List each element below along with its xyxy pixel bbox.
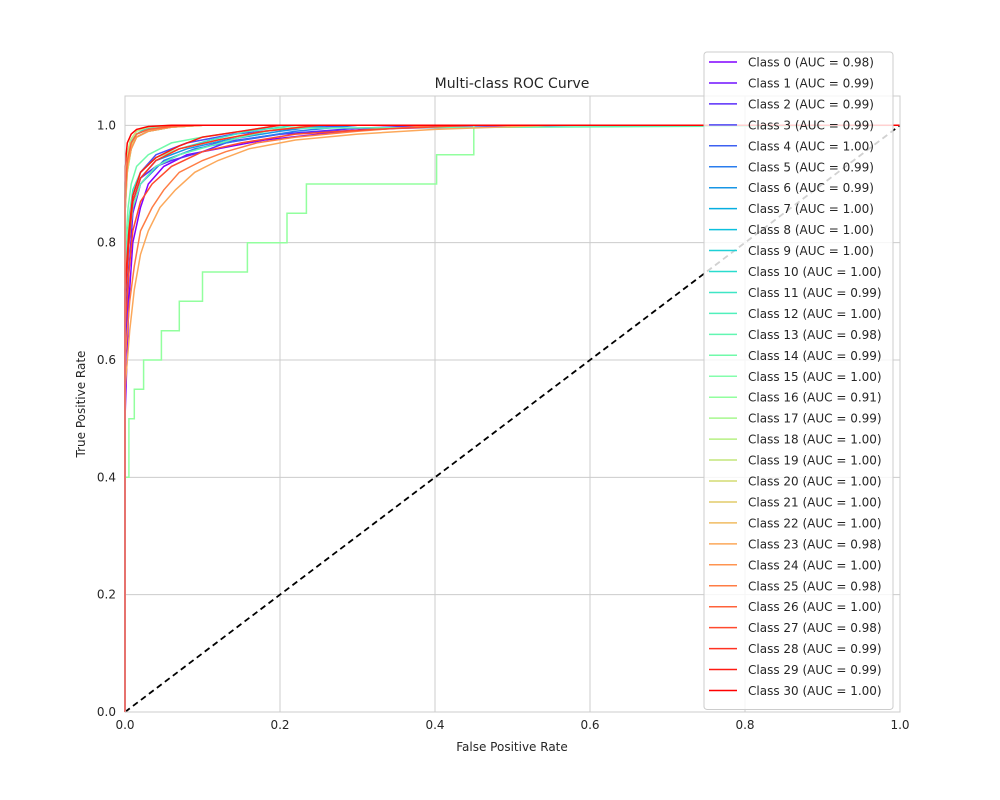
legend-label: Class 18 (AUC = 1.00)	[748, 433, 882, 447]
legend-label: Class 12 (AUC = 1.00)	[748, 307, 882, 321]
y-tick-label: 0.4	[97, 470, 116, 484]
x-tick-label: 0.8	[735, 718, 754, 732]
legend-label: Class 5 (AUC = 0.99)	[748, 160, 874, 174]
y-tick-label: 0.8	[97, 236, 116, 250]
x-ticks: 0.0 0.2 0.4 0.6 0.8 1.0	[115, 718, 909, 732]
y-axis-label: True Positive Rate	[74, 351, 88, 459]
legend-label: Class 15 (AUC = 1.00)	[748, 370, 882, 384]
legend-label: Class 11 (AUC = 0.99)	[748, 286, 882, 300]
x-tick-label: 0.0	[115, 718, 134, 732]
legend-label: Class 10 (AUC = 1.00)	[748, 265, 882, 279]
legend-label: Class 8 (AUC = 1.00)	[748, 223, 874, 237]
roc-curve-class-27	[124, 124, 900, 712]
y-tick-label: 0.6	[97, 353, 116, 367]
roc-curve-class-25	[124, 124, 900, 712]
legend-label: Class 26 (AUC = 1.00)	[748, 600, 882, 614]
legend-label: Class 6 (AUC = 0.99)	[748, 181, 874, 195]
legend-label: Class 1 (AUC = 0.99)	[748, 76, 874, 90]
legend-label: Class 16 (AUC = 0.91)	[748, 391, 882, 405]
plot-frame	[124, 95, 901, 713]
legend-label: Class 7 (AUC = 1.00)	[748, 202, 874, 216]
legend-box	[703, 51, 894, 710]
y-tick-label: 0.0	[97, 705, 116, 719]
y-ticks: 0.0 0.2 0.4 0.6 0.8 1.0	[97, 118, 116, 719]
y-tick-label: 1.0	[97, 118, 116, 132]
x-tick-label: 0.2	[270, 718, 289, 732]
roc-curve-class-23	[124, 124, 900, 712]
legend-label: Class 0 (AUC = 0.98)	[748, 56, 874, 70]
legend-label: Class 2 (AUC = 0.99)	[748, 97, 874, 111]
legend-label: Class 21 (AUC = 1.00)	[748, 495, 882, 509]
legend-label: Class 28 (AUC = 0.99)	[748, 642, 882, 656]
x-axis-label: False Positive Rate	[456, 740, 568, 754]
roc-curve-class-29	[124, 124, 900, 712]
legend-label: Class 4 (AUC = 1.00)	[748, 139, 874, 153]
legend-label: Class 30 (AUC = 1.00)	[748, 684, 882, 698]
legend-label: Class 22 (AUC = 1.00)	[748, 516, 882, 530]
roc-curve-class-28	[124, 124, 900, 712]
legend-label: Class 20 (AUC = 1.00)	[748, 475, 882, 489]
chart-title: Multi-class ROC Curve	[435, 76, 590, 92]
legend-label: Class 25 (AUC = 0.98)	[748, 579, 882, 593]
legend-label: Class 23 (AUC = 0.98)	[748, 537, 882, 551]
x-tick-label: 1.0	[890, 718, 909, 732]
y-tick-label: 0.2	[97, 588, 116, 602]
legend-label: Class 27 (AUC = 0.98)	[748, 621, 882, 635]
legend: Class 0 (AUC = 0.98) Class 1 (AUC = 0.99)…	[703, 51, 894, 710]
legend-label: Class 14 (AUC = 0.99)	[748, 349, 882, 363]
x-tick-label: 0.4	[425, 718, 444, 732]
legend-label: Class 13 (AUC = 0.98)	[748, 328, 882, 342]
legend-label: Class 17 (AUC = 0.99)	[748, 412, 882, 426]
roc-curve-class-16	[124, 124, 900, 712]
legend-label: Class 24 (AUC = 1.00)	[748, 558, 882, 572]
legend-label: Class 29 (AUC = 0.99)	[748, 663, 882, 677]
x-tick-label: 0.6	[580, 718, 599, 732]
legend-label: Class 9 (AUC = 1.00)	[748, 244, 874, 258]
legend-label: Class 3 (AUC = 0.99)	[748, 118, 874, 132]
legend-label: Class 19 (AUC = 1.00)	[748, 454, 882, 468]
